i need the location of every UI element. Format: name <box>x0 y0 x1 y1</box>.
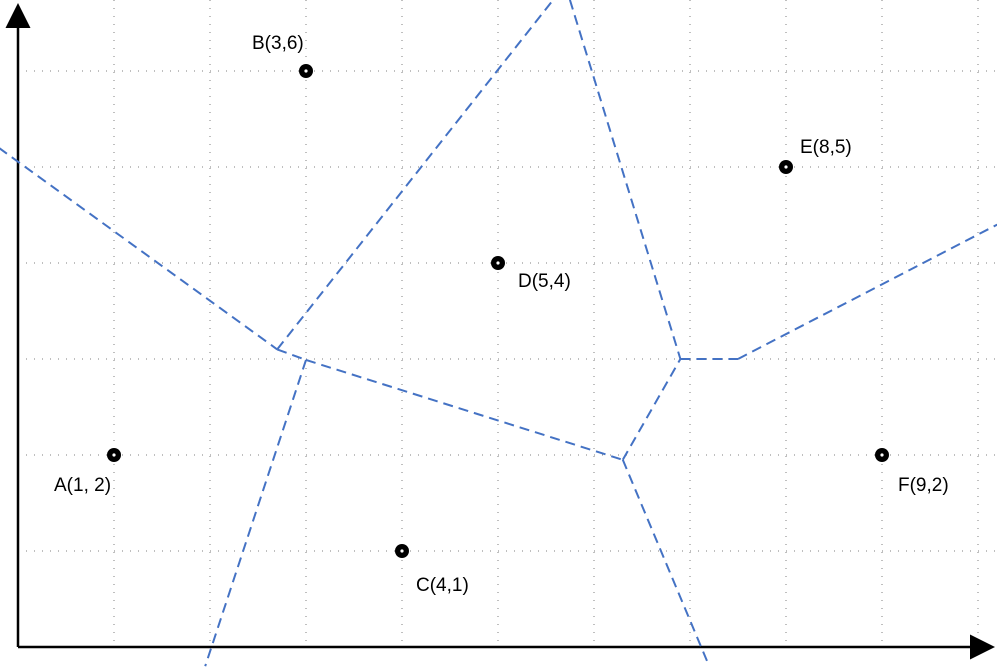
label-point-f: F(9,2) <box>898 475 949 496</box>
site-points <box>107 64 889 558</box>
point-center-e <box>784 165 788 169</box>
point-center-f <box>880 453 884 457</box>
edge-bd <box>276 0 555 351</box>
dotted-grid <box>18 0 997 647</box>
label-point-b: B(3,6) <box>252 33 304 54</box>
edge-ef <box>737 223 997 360</box>
edge-de <box>568 0 682 360</box>
axes <box>5 3 995 660</box>
label-point-d: D(5,4) <box>518 271 571 292</box>
label-point-a: A(1, 2) <box>54 475 111 496</box>
edge-ab-ac <box>276 348 307 361</box>
edge-ac <box>204 359 307 667</box>
point-center-b <box>304 69 308 73</box>
site-labels: A(1, 2) B(3,6) C(4,1) D(5,4) E(8,5) F(9,2) <box>54 33 949 596</box>
edge-cd <box>305 359 624 461</box>
point-center-a <box>112 453 116 457</box>
point-center-c <box>400 549 404 553</box>
point-center-d <box>496 261 500 265</box>
label-point-e: E(8,5) <box>800 137 852 158</box>
label-point-c: C(4,1) <box>416 575 469 596</box>
edge-df <box>621 358 682 461</box>
edge-ab-left <box>0 147 278 351</box>
edge-cf <box>621 459 711 667</box>
